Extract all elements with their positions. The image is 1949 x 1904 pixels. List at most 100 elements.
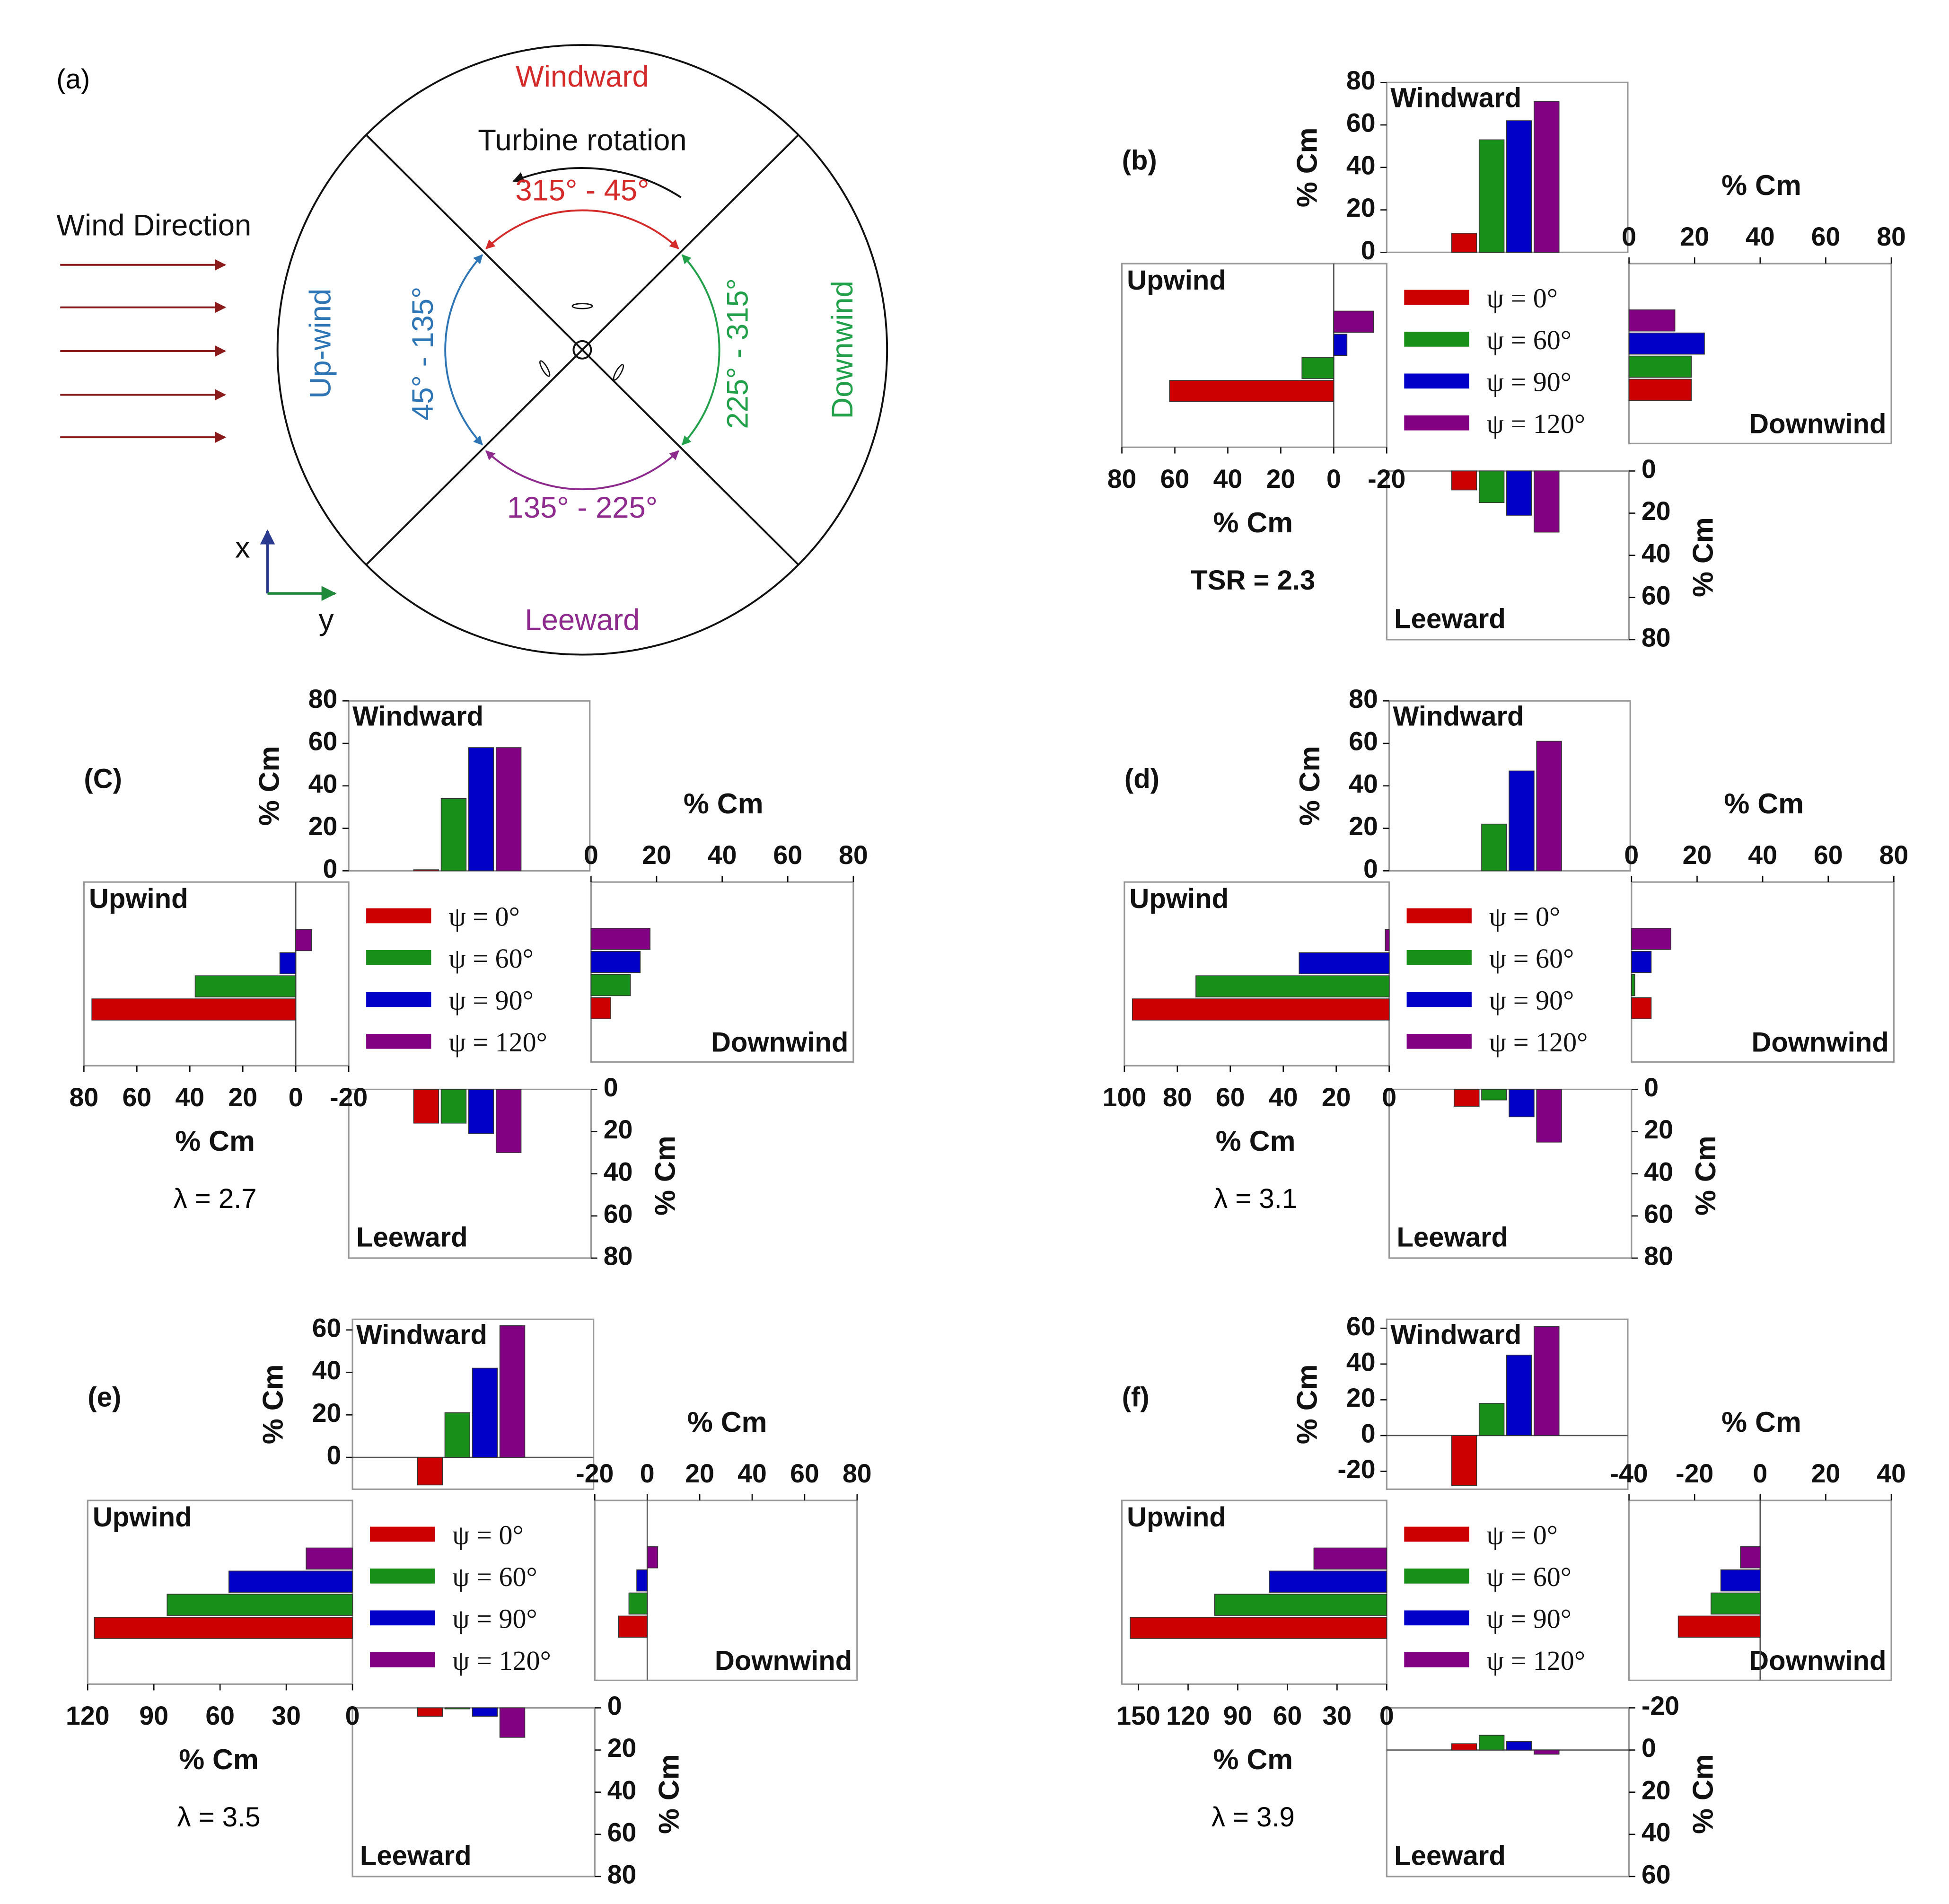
y-tick-label: 80 xyxy=(604,1242,633,1271)
y-tick-label: 80 xyxy=(607,1860,637,1889)
bar xyxy=(1130,1617,1387,1639)
x-tick-label: 80 xyxy=(70,1083,99,1112)
axis-label: % Cm xyxy=(1724,787,1804,820)
y-tick-label: 60 xyxy=(1346,1312,1376,1341)
bar xyxy=(1711,1592,1761,1615)
bar xyxy=(1333,310,1374,333)
panel-label: (e) xyxy=(88,1382,121,1413)
axis-label: % Cm xyxy=(179,1743,259,1775)
y-tick-label: 40 xyxy=(1642,538,1671,568)
panel-note: λ = 3.1 xyxy=(1214,1183,1297,1214)
y-tick-label: 0 xyxy=(1642,1733,1656,1763)
axis-label: % Cm xyxy=(1213,506,1293,538)
y-tick-label: 20 xyxy=(604,1115,633,1144)
bar xyxy=(91,998,296,1021)
wind-label: Wind Direction xyxy=(56,209,251,242)
y-tick-label: 40 xyxy=(1642,1817,1671,1847)
quadrant-title: Upwind xyxy=(1127,1502,1226,1533)
bar xyxy=(590,997,611,1020)
axis-name: x xyxy=(235,531,250,564)
legend-label: ψ = 0° xyxy=(452,1520,523,1551)
bar xyxy=(1631,974,1635,996)
bar xyxy=(1631,928,1671,950)
bar xyxy=(1478,139,1505,253)
legend-swatch xyxy=(1406,1033,1472,1049)
blade xyxy=(539,360,551,377)
x-tick-label: 60 xyxy=(1811,222,1841,251)
legend-swatch xyxy=(1404,1526,1469,1542)
x-tick-label: -20 xyxy=(1368,464,1405,494)
legend-label: ψ = 0° xyxy=(1489,901,1560,932)
x-tick-label: 30 xyxy=(1323,1701,1352,1730)
bar xyxy=(417,1457,443,1486)
bar xyxy=(499,1707,526,1738)
hub xyxy=(575,343,589,357)
bar xyxy=(628,1592,648,1615)
bar xyxy=(440,1089,467,1124)
bar xyxy=(472,1707,498,1717)
bar xyxy=(1451,470,1477,491)
bar xyxy=(468,1089,494,1134)
sector-label: Downwind xyxy=(826,281,859,419)
arc xyxy=(444,254,483,446)
legend-label: ψ = 0° xyxy=(1487,283,1558,314)
bar xyxy=(1628,379,1692,401)
bar xyxy=(1451,233,1477,253)
plot-frame xyxy=(1386,1318,1629,1490)
legend-label: ψ = 120° xyxy=(1489,1027,1588,1058)
bar xyxy=(1534,101,1560,253)
bar xyxy=(167,1594,353,1616)
bar xyxy=(1509,1089,1535,1118)
x-tick-label: 20 xyxy=(228,1083,257,1112)
legend-label: ψ = 90° xyxy=(448,985,533,1016)
bar xyxy=(444,1412,471,1458)
quadrant-title: Upwind xyxy=(93,1502,192,1533)
legend-swatch xyxy=(366,1033,431,1049)
axis-label: % Cm xyxy=(1291,1364,1323,1444)
panel-note: λ = 2.7 xyxy=(174,1183,257,1214)
bar xyxy=(1313,1547,1387,1570)
x-tick-label: 80 xyxy=(839,840,868,870)
bar xyxy=(1631,951,1652,973)
arc xyxy=(485,209,679,249)
x-tick-label: 0 xyxy=(1326,464,1341,494)
x-tick-label: 60 xyxy=(1273,1701,1302,1730)
bar xyxy=(94,1617,353,1639)
y-tick-label: 40 xyxy=(308,769,338,798)
legend-label: ψ = 120° xyxy=(452,1645,551,1676)
legend-swatch xyxy=(370,1569,435,1584)
x-tick-label: 20 xyxy=(1266,464,1296,494)
x-tick-label: 0 xyxy=(345,1701,360,1730)
legend-label: ψ = 120° xyxy=(1487,408,1586,439)
y-tick-label: 20 xyxy=(308,811,338,841)
bar xyxy=(1506,470,1532,516)
bar xyxy=(1478,1735,1505,1751)
x-tick-label: 120 xyxy=(1166,1701,1210,1730)
bar xyxy=(1628,309,1676,332)
bar xyxy=(444,1707,471,1710)
bar xyxy=(1509,770,1535,872)
bar xyxy=(1454,1089,1480,1107)
panel-note: λ = 3.9 xyxy=(1212,1802,1295,1833)
legend-label: ψ = 60° xyxy=(452,1561,537,1592)
quadrant-title: Upwind xyxy=(89,883,188,914)
x-tick-label: -20 xyxy=(576,1459,614,1488)
x-tick-label: 60 xyxy=(122,1083,151,1112)
legend-label: ψ = 0° xyxy=(1487,1520,1558,1551)
axis-name: y xyxy=(319,604,334,637)
bar xyxy=(413,1089,439,1124)
bar xyxy=(306,1547,353,1570)
y-tick-label: 60 xyxy=(604,1199,633,1228)
axis-label: % Cm xyxy=(652,1754,685,1834)
y-tick-label: 60 xyxy=(1349,727,1378,756)
y-tick-label: 40 xyxy=(1644,1157,1673,1186)
x-tick-label: 40 xyxy=(1213,464,1243,494)
quadrant-title: Downwind xyxy=(711,1027,848,1058)
legend-swatch xyxy=(370,1526,435,1542)
legend-swatch xyxy=(1404,373,1469,389)
legend-swatch xyxy=(370,1610,435,1626)
hub xyxy=(572,340,592,360)
bar xyxy=(495,747,522,872)
y-tick-label: -20 xyxy=(1642,1691,1679,1720)
y-tick-label: 80 xyxy=(1642,623,1671,652)
